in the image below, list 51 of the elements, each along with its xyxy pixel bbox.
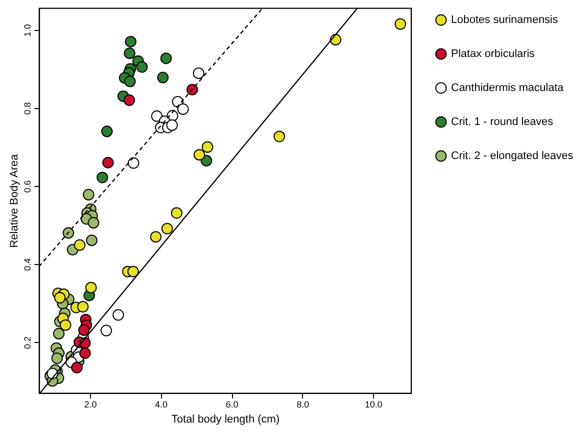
point [136,61,148,73]
point [102,156,114,168]
point [157,72,169,84]
point [82,188,94,200]
y-tick-label: 0.4 [22,258,32,271]
point [170,207,182,219]
y-tick-label: 0.6 [22,180,32,193]
x-tick-label: 8.0 [296,400,310,410]
point [124,94,135,106]
point [150,231,162,243]
legend-label: Platax orbicularis [451,48,536,60]
y-tick-label: 0.2 [22,336,32,349]
point [86,234,98,246]
point [160,52,172,64]
x-tick-label: 6.0 [226,400,238,410]
y-tick-label: 0.8 [22,102,32,115]
point [78,324,90,336]
point [200,154,212,166]
legend-label: Canthidermis maculata [451,82,564,94]
point [166,119,178,131]
legend-label: Crit. 1 - round leaves [451,116,554,128]
x-tick-label: 2.0 [84,400,97,410]
point [101,126,113,138]
y-axis-title: Relative Body Area [8,153,20,248]
point [186,84,198,96]
y-tick-label: 1.0 [22,24,32,37]
legend-label: Lobotes surinamensis [451,14,559,26]
point [54,292,66,304]
point [96,172,108,184]
point [62,227,74,239]
point [85,282,97,294]
point [51,352,63,364]
point [194,149,206,161]
point [202,141,214,153]
point [79,347,91,359]
point [74,239,86,251]
point [124,48,136,60]
point [394,18,406,30]
point [88,217,100,228]
point [77,300,89,312]
point [274,130,286,142]
x-tick-label: 4.0 [155,400,168,410]
x-tick-label: 10.0 [364,400,382,410]
x-axis-title: Total body length (cm) [171,414,280,426]
point [124,36,136,48]
point [124,76,136,88]
point [53,328,65,340]
legend-label: Crit. 2 - elongated leaves [451,150,574,162]
point [161,222,173,234]
point [127,266,139,278]
point [60,319,72,331]
